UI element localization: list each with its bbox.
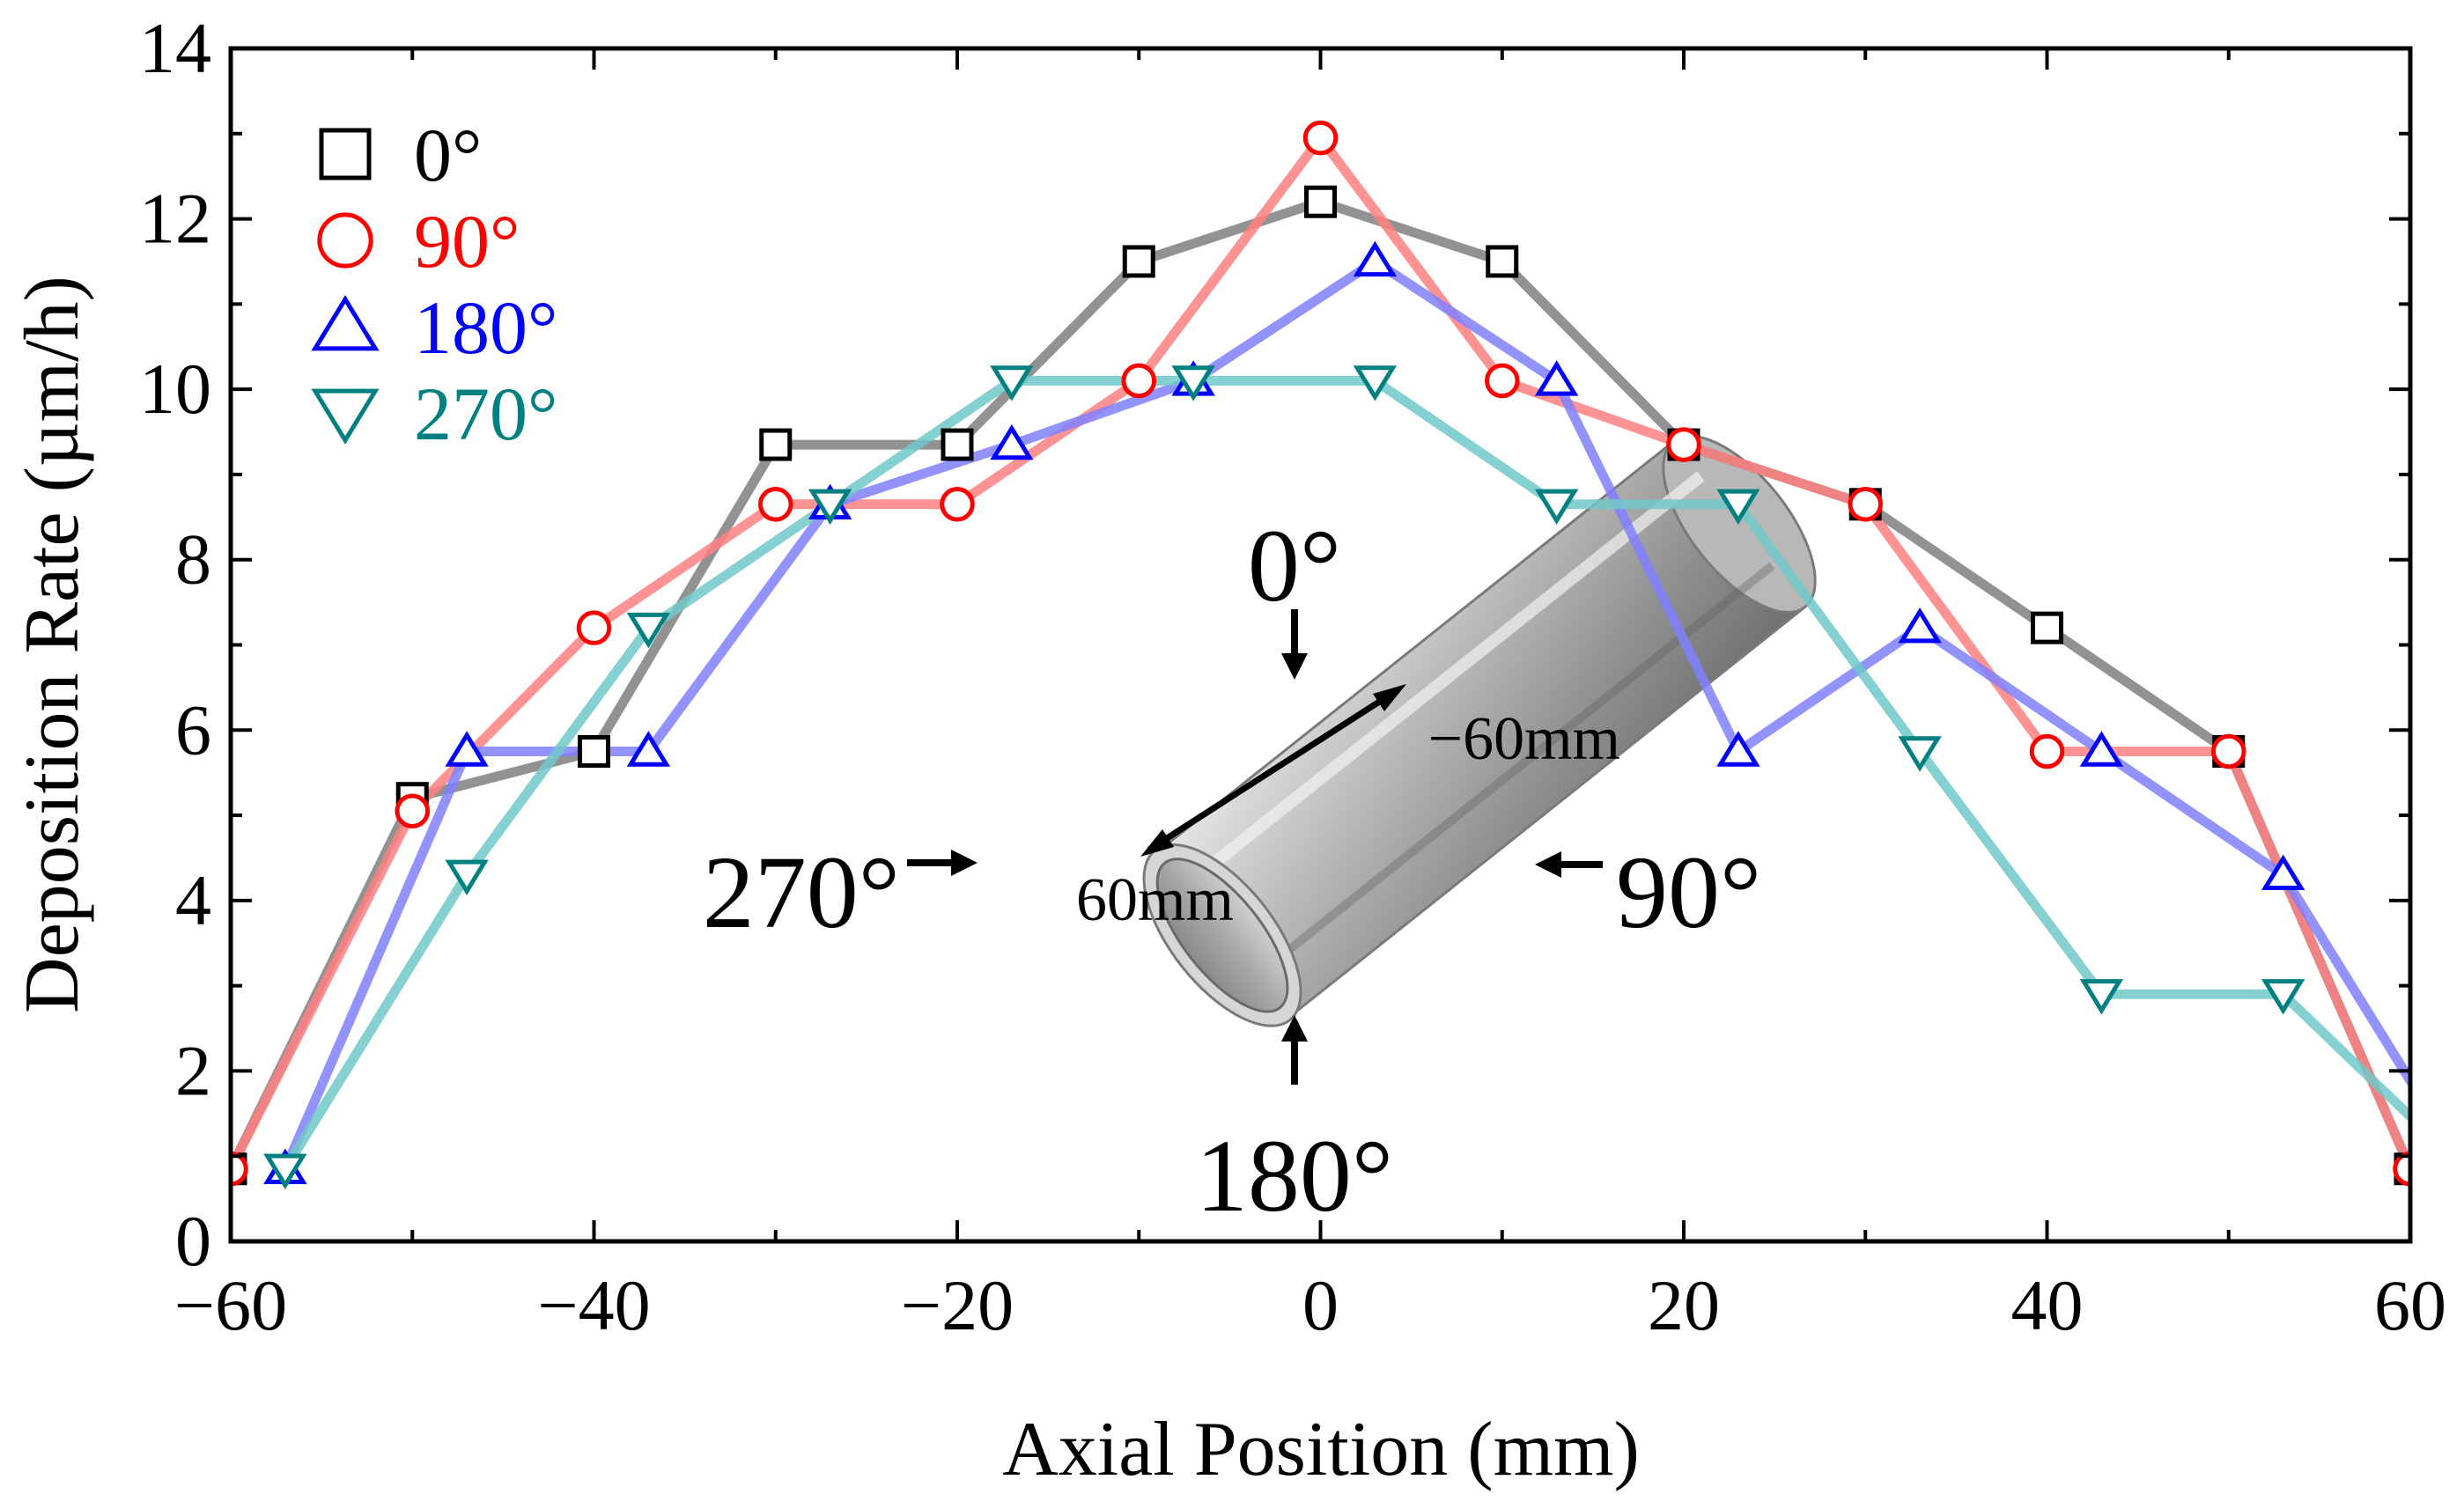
data-point-90 [2210,733,2246,769]
data-point-90 [1302,120,1339,156]
data-point-0 [2031,611,2063,644]
data-point-0 [1486,245,1519,278]
x-axis-title: Axial Position (mm) [1002,1407,1640,1492]
data-point-90 [757,487,793,522]
data-point-90 [1121,363,1157,399]
data-point-180 [1353,240,1398,277]
label-180-deg: 180° [1196,1118,1393,1233]
plot-frame [228,46,2413,1244]
data-point-270 [1898,736,1942,772]
data-point-0 [1122,245,1155,278]
data-point-90 [1848,487,1884,522]
data-point-270 [1171,365,1215,401]
y-tick-label: 6 [175,689,211,769]
data-point-180 [1534,360,1579,396]
data-point-270 [2079,979,2124,1015]
x-tick-label: 0 [1302,1265,1339,1345]
data-point-180 [445,731,489,767]
legend-marker-90 [317,212,373,269]
data-point-270 [1353,365,1398,401]
legend-label-90: 90° [414,199,520,283]
label-270-deg: 270° [703,835,900,950]
data-point-270 [2261,979,2305,1015]
data-point-180 [1716,731,1760,767]
data-point-90 [2029,733,2065,769]
data-point-0 [578,734,610,768]
legend-marker-180 [311,295,380,351]
dim-label-near: 60mm [1076,866,1234,934]
tube-inset: 0° 90° 180° 270° −60mm 60mm [703,435,1817,1233]
label-90-deg: 90° [1616,835,1761,950]
data-point-180 [2261,854,2305,891]
data-point-270 [1716,489,1760,525]
legend-marker-270 [311,388,380,445]
data-point-270 [1534,489,1579,525]
label-0-deg: 0° [1248,508,1341,623]
y-tick-label: 4 [175,860,211,940]
data-point-270 [445,859,489,896]
legend: 0°90°180°270° [311,113,557,456]
x-tick-label: 60 [2374,1265,2446,1345]
legend-label-180: 180° [414,285,557,370]
legend-marker-0 [319,128,372,180]
data-point-90 [1484,363,1520,399]
dim-label-far: −60mm [1428,705,1620,773]
data-point-180 [1898,607,1942,644]
data-point-270 [2447,1156,2464,1185]
data-point-270 [990,365,1034,401]
y-axis-title: Deposition Rate (µm/h) [10,276,95,1013]
x-tick-label: 20 [1648,1265,1720,1345]
x-tick-label: −20 [901,1265,1014,1345]
direction-arrows [907,609,1603,1085]
y-tick-label: 14 [139,8,211,88]
data-point-270 [263,1153,307,1189]
dimension-arrow [1140,684,1406,857]
data-point-180 [2447,1152,2464,1181]
data-point-0 [1304,185,1337,218]
data-point-270 [626,612,671,649]
data-point-180 [990,423,1034,460]
data-point-90 [395,793,431,829]
data-point-180 [626,731,671,767]
y-tick-label: 0 [175,1201,211,1281]
data-point-90 [1666,427,1701,462]
y-tick-label: 8 [175,519,211,600]
data-point-180 [2079,731,2124,767]
y-tick-label: 10 [139,349,211,429]
data-point-90 [576,610,612,645]
y-tick-label: 12 [139,179,211,259]
legend-label-0: 0° [414,113,482,197]
data-point-270 [808,489,852,525]
data-point-90 [940,487,975,522]
data-point-0 [941,428,974,461]
y-tick-label: 2 [175,1030,211,1110]
x-tick-label: −40 [537,1265,650,1345]
tube-bore [1155,858,1289,1013]
data-point-0 [759,428,793,461]
x-tick-label: −60 [174,1265,287,1345]
x-tick-label: 40 [2011,1265,2084,1345]
legend-label-270: 270° [414,372,557,456]
